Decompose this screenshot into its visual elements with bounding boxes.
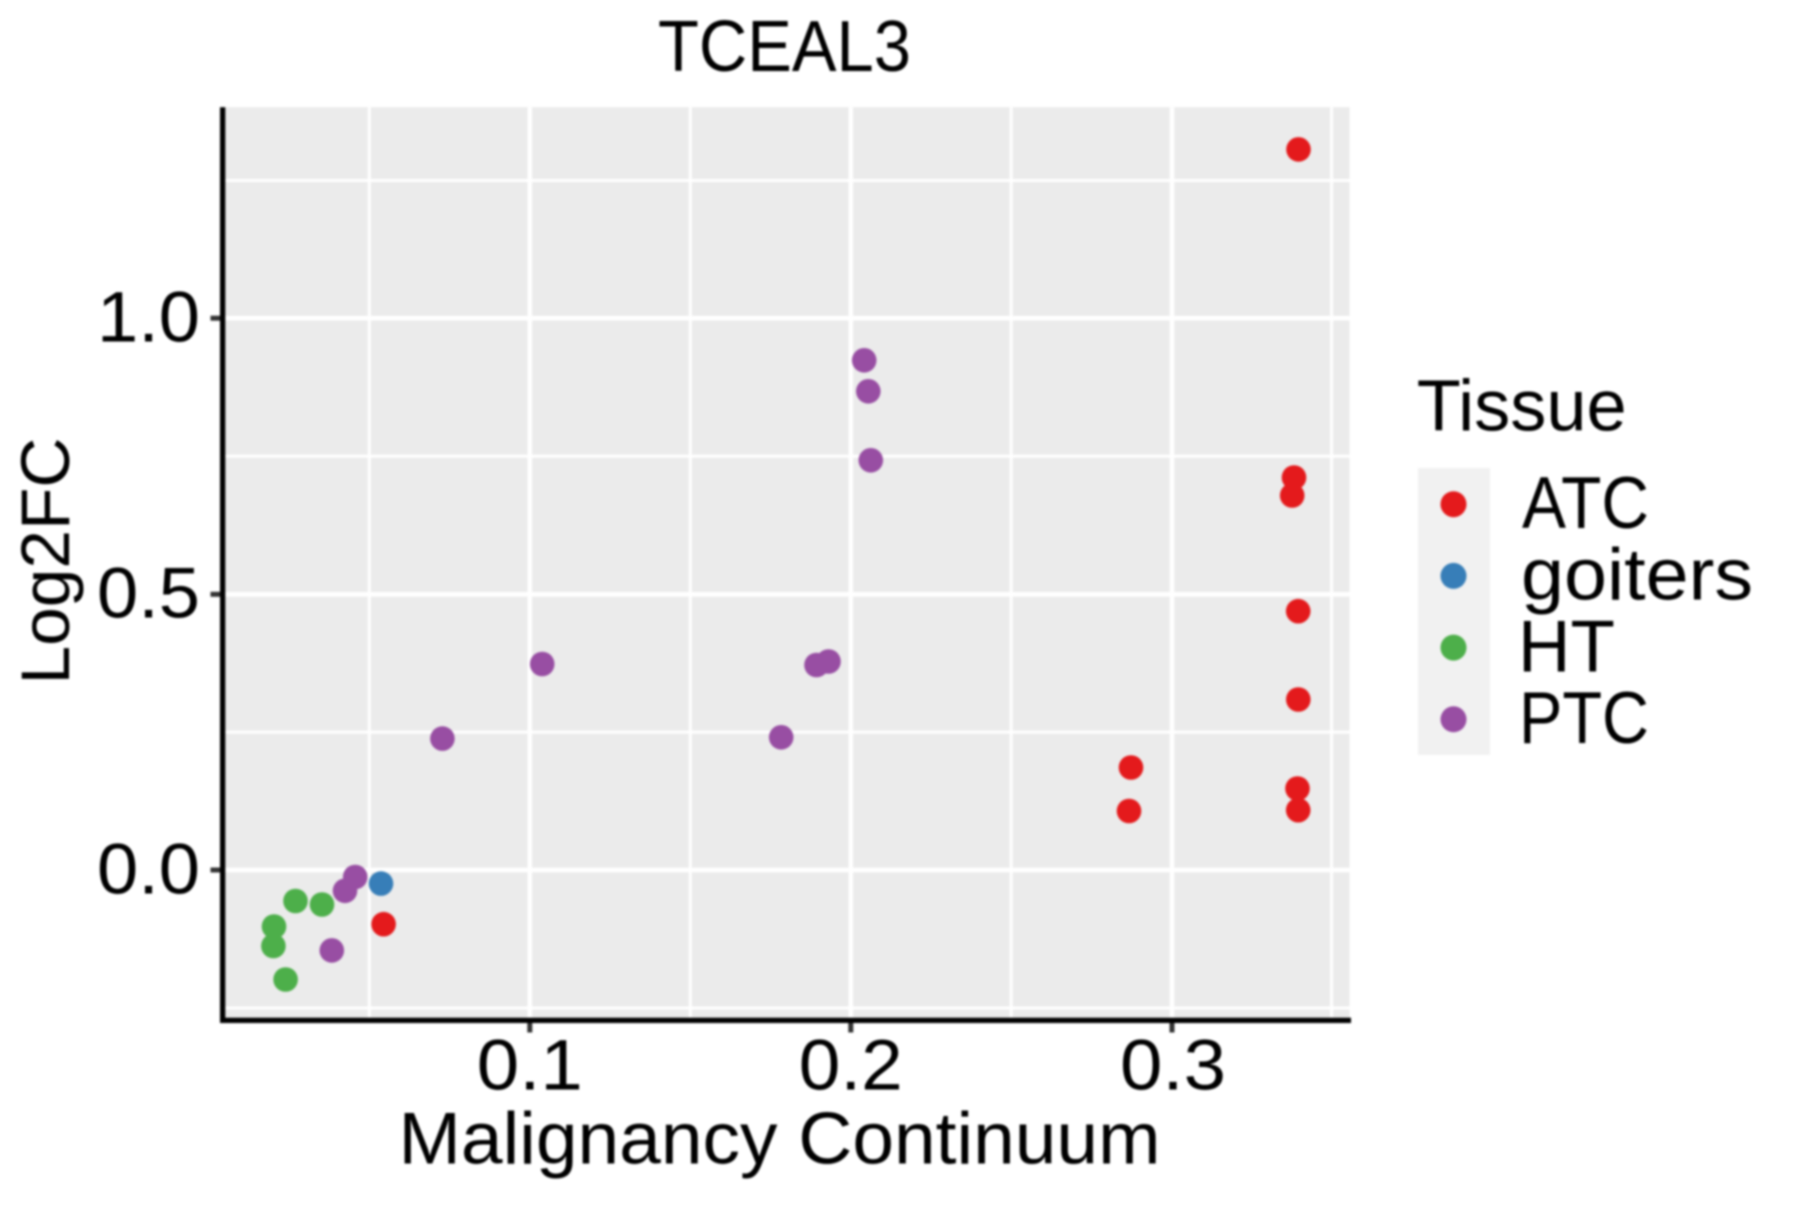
svg-text:1.0: 1.0 xyxy=(97,279,200,358)
svg-text:goiters: goiters xyxy=(1521,535,1753,616)
svg-text:0.3: 0.3 xyxy=(1120,1027,1226,1106)
svg-text:ATC: ATC xyxy=(1522,463,1649,544)
svg-text:0.5: 0.5 xyxy=(97,555,200,634)
svg-text:0.2: 0.2 xyxy=(799,1027,903,1106)
svg-text:Tissue: Tissue xyxy=(1417,367,1627,447)
svg-text:TCEAL3: TCEAL3 xyxy=(658,7,911,87)
svg-text:HT: HT xyxy=(1518,606,1615,687)
svg-text:0.0: 0.0 xyxy=(97,830,200,909)
svg-text:Malignancy Continuum: Malignancy Continuum xyxy=(399,1099,1161,1180)
svg-text:0.1: 0.1 xyxy=(477,1027,583,1106)
svg-text:PTC: PTC xyxy=(1519,678,1649,759)
svg-text:Log2FC: Log2FC xyxy=(7,438,84,685)
